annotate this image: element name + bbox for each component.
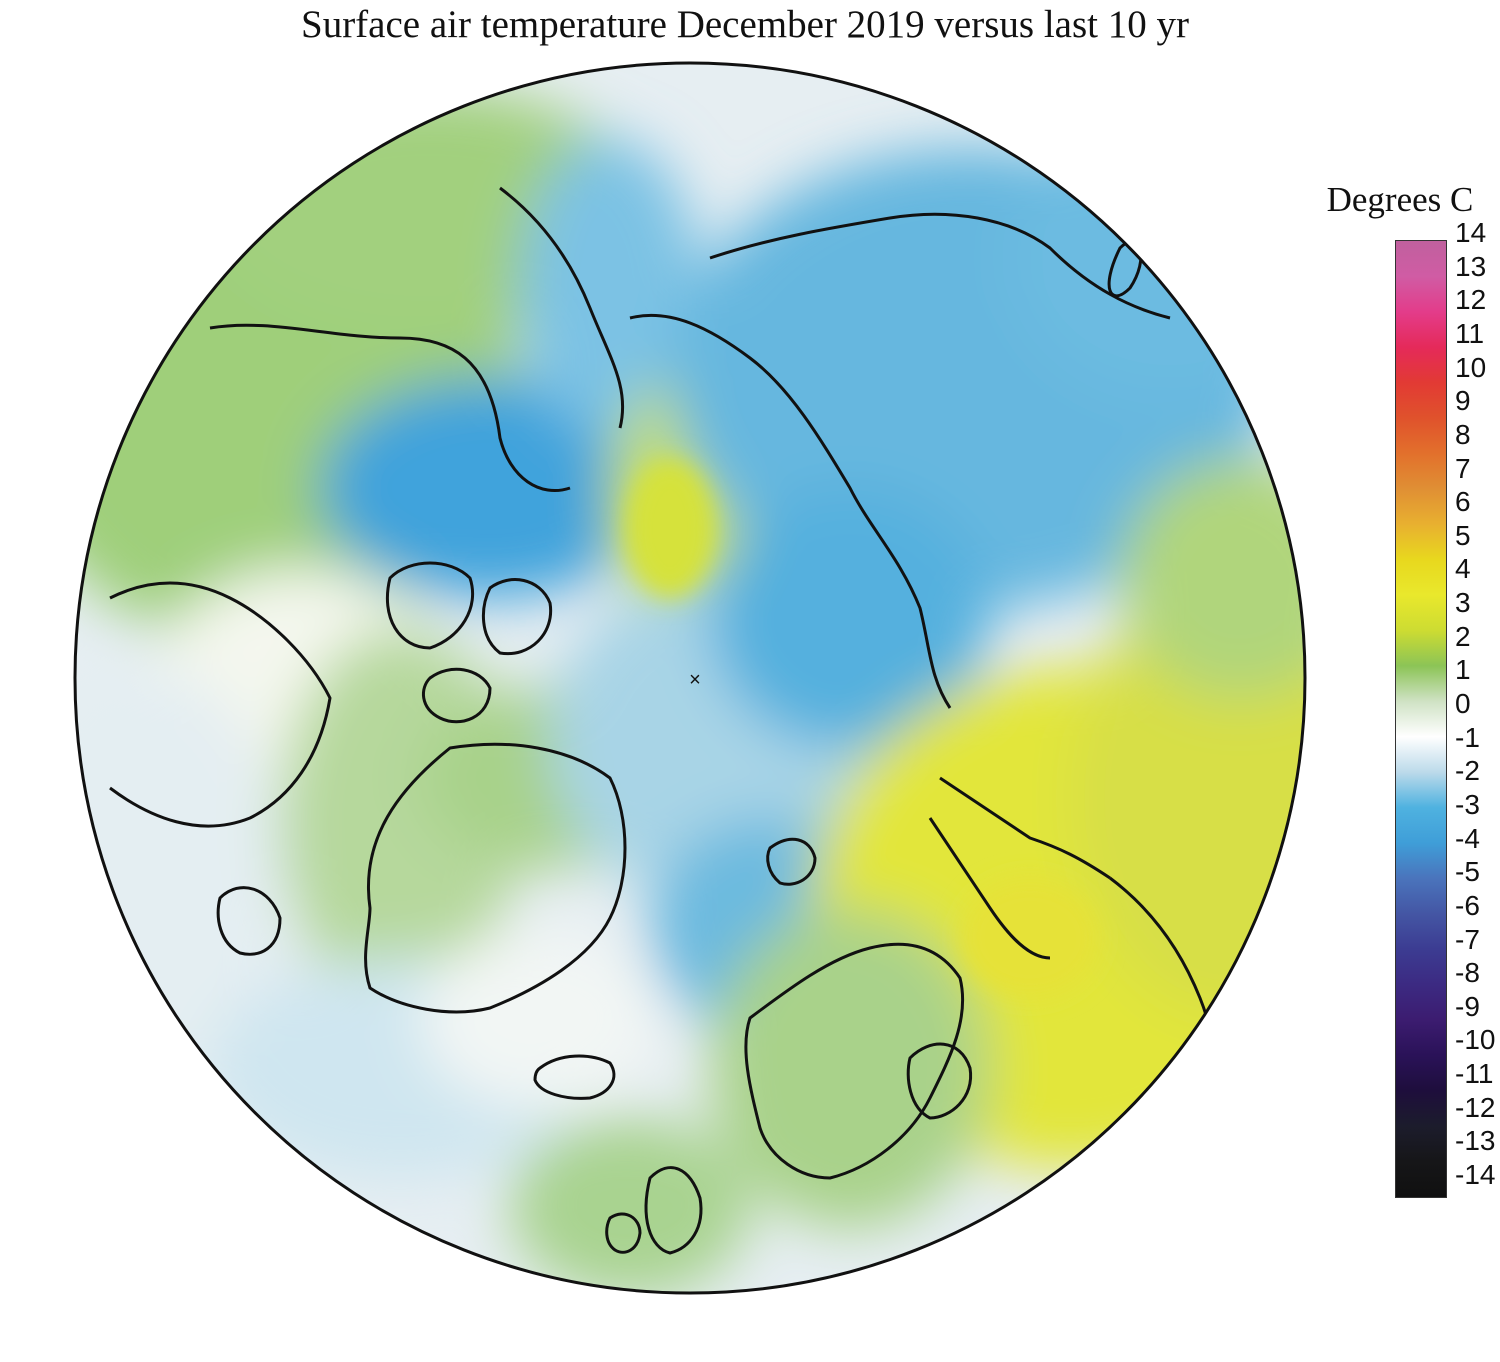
scale-tick-label: 8 — [1455, 418, 1471, 450]
scale-tick-label: -2 — [1455, 755, 1480, 787]
chart-title: Surface air temperature December 2019 ve… — [301, 3, 1189, 46]
scale-tick-label: 14 — [1455, 217, 1487, 248]
scale-tick-label: 7 — [1455, 452, 1471, 484]
north-pole-marker: × — [689, 669, 701, 691]
scale-tick-label: -12 — [1455, 1091, 1496, 1123]
scale-tick-label: -9 — [1455, 990, 1480, 1022]
scale-tick-label: 9 — [1455, 385, 1471, 417]
scale-tick-label: -7 — [1455, 923, 1480, 955]
scale-tick-label: -3 — [1455, 788, 1480, 820]
scale-tick-label: 6 — [1455, 486, 1471, 518]
scale-tick-label: -5 — [1455, 856, 1480, 888]
polar-temperature-map: × — [73, 61, 1307, 1295]
scale-tick-label: 2 — [1455, 620, 1471, 652]
scale-tick-label: 0 — [1455, 688, 1471, 719]
color-scale-bar — [1395, 240, 1447, 1198]
scale-tick-label: 1 — [1455, 654, 1471, 686]
scale-tick-label: 11 — [1455, 317, 1485, 349]
scale-tick-label: -4 — [1455, 822, 1480, 854]
scale-tick-label: -11 — [1455, 1058, 1494, 1090]
scale-tick-label: 5 — [1455, 519, 1471, 551]
legend-title: Degrees C — [1326, 180, 1474, 219]
scale-tick-label: 3 — [1455, 587, 1471, 619]
scale-tick-label: 12 — [1455, 284, 1487, 316]
scale-tick-label: 13 — [1455, 250, 1487, 282]
scale-tick-label: -14 — [1455, 1159, 1496, 1190]
scale-tick-label: -8 — [1455, 957, 1480, 989]
scale-tick-label: -10 — [1455, 1024, 1496, 1056]
scale-tick-label: -13 — [1455, 1125, 1496, 1157]
scale-tick-label: 4 — [1455, 553, 1471, 585]
scale-tick-label: -1 — [1455, 721, 1480, 753]
scale-tick-label: -6 — [1455, 889, 1480, 921]
scale-tick-label: 10 — [1455, 351, 1487, 383]
